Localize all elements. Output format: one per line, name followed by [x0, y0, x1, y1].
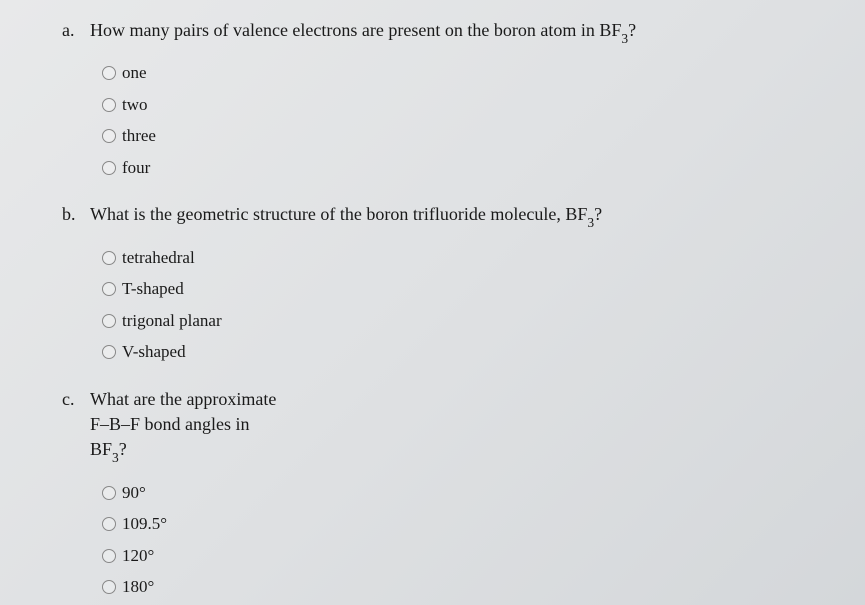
- question-b-suffix: ?: [594, 204, 602, 224]
- question-b: b. What is the geometric structure of th…: [90, 202, 805, 364]
- option-a-one[interactable]: one: [102, 60, 805, 86]
- question-a-prefix: How many pairs of valence electrons are …: [90, 20, 599, 40]
- radio-icon: [102, 251, 116, 265]
- option-c-1095[interactable]: 109.5°: [102, 511, 805, 537]
- option-label: 120°: [122, 543, 154, 569]
- question-c-formula-base: BF: [90, 439, 112, 459]
- radio-icon: [102, 517, 116, 531]
- radio-icon: [102, 549, 116, 563]
- option-b-vshaped[interactable]: V-shaped: [102, 339, 805, 365]
- question-b-formula-base: BF: [565, 204, 587, 224]
- question-a-options: one two three four: [102, 60, 805, 180]
- option-c-120[interactable]: 120°: [102, 543, 805, 569]
- option-label: T-shaped: [122, 276, 184, 302]
- radio-icon: [102, 580, 116, 594]
- question-c-line2-rest: bond angles in: [140, 414, 250, 434]
- question-b-options: tetrahedral T-shaped trigonal planar V-s…: [102, 245, 805, 365]
- radio-icon: [102, 161, 116, 175]
- question-c-options: 90° 109.5° 120° 180°: [102, 480, 805, 600]
- option-label: 109.5°: [122, 511, 167, 537]
- question-b-letter: b.: [62, 202, 76, 227]
- question-a-formula-base: BF: [599, 20, 621, 40]
- option-label: one: [122, 60, 147, 86]
- option-label: V-shaped: [122, 339, 186, 365]
- radio-icon: [102, 314, 116, 328]
- option-label: trigonal planar: [122, 308, 222, 334]
- option-a-two[interactable]: two: [102, 92, 805, 118]
- option-c-180[interactable]: 180°: [102, 574, 805, 600]
- option-b-tetrahedral[interactable]: tetrahedral: [102, 245, 805, 271]
- question-c: c. What are the approximate F–B–F bond a…: [90, 387, 805, 600]
- question-a-letter: a.: [62, 18, 75, 43]
- option-b-tshaped[interactable]: T-shaped: [102, 276, 805, 302]
- radio-icon: [102, 345, 116, 359]
- question-a-text: a. How many pairs of valence electrons a…: [90, 18, 805, 46]
- question-c-bonds: F–B–F: [90, 414, 140, 434]
- option-a-three[interactable]: three: [102, 123, 805, 149]
- option-label: 90°: [122, 480, 146, 506]
- question-c-letter: c.: [62, 387, 75, 412]
- question-c-text: c. What are the approximate F–B–F bond a…: [90, 387, 410, 466]
- radio-icon: [102, 486, 116, 500]
- option-label: 180°: [122, 574, 154, 600]
- option-a-four[interactable]: four: [102, 155, 805, 181]
- question-a-formula-sub: 3: [621, 31, 628, 46]
- question-b-prefix: What is the geometric structure of the b…: [90, 204, 565, 224]
- question-c-line1: What are the approximate: [90, 389, 276, 409]
- question-a-suffix: ?: [628, 20, 636, 40]
- option-label: four: [122, 155, 150, 181]
- question-b-formula-sub: 3: [587, 215, 594, 230]
- radio-icon: [102, 129, 116, 143]
- radio-icon: [102, 66, 116, 80]
- option-b-trigonal[interactable]: trigonal planar: [102, 308, 805, 334]
- option-label: two: [122, 92, 148, 118]
- question-c-formula-sub: 3: [112, 450, 119, 465]
- radio-icon: [102, 98, 116, 112]
- radio-icon: [102, 282, 116, 296]
- option-label: three: [122, 123, 156, 149]
- question-c-suffix: ?: [119, 439, 127, 459]
- option-c-90[interactable]: 90°: [102, 480, 805, 506]
- option-label: tetrahedral: [122, 245, 195, 271]
- question-a: a. How many pairs of valence electrons a…: [90, 18, 805, 180]
- question-b-text: b. What is the geometric structure of th…: [90, 202, 805, 230]
